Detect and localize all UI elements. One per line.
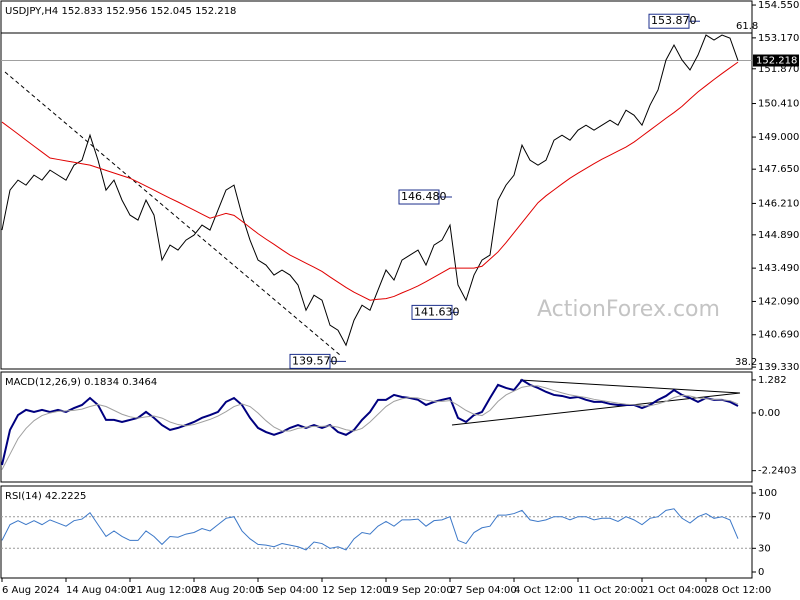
y-tick-label: 142.090 (758, 296, 799, 307)
y-tick-label: 146.210 (758, 198, 799, 209)
panel-title: USDJPY,H4 152.833 152.956 152.045 152.21… (5, 6, 236, 17)
watermark: ActionForex.com (537, 297, 720, 322)
x-tick-label: 21 Oct 04:00 (642, 585, 707, 596)
x-tick-label: 19 Sep 20:00 (386, 585, 453, 596)
x-tick-label: 11 Oct 20:00 (578, 585, 643, 596)
x-tick-label: 21 Aug 12:00 (130, 585, 197, 596)
y-tick-label: 139.330 (758, 362, 799, 373)
x-tick-label: 28 Oct 12:00 (706, 585, 771, 596)
y-tick-label: 147.650 (758, 164, 799, 175)
x-tick-label: 12 Sep 12:00 (322, 585, 389, 596)
panel-title: MACD(12,26,9) 0.1834 0.3464 (5, 377, 157, 388)
x-tick-label: 14 Aug 04:00 (66, 585, 133, 596)
y-tick-label: 144.890 (758, 230, 799, 241)
macd-trend-line (519, 379, 741, 394)
x-tick-label: 28 Aug 20:00 (194, 585, 261, 596)
y-tick-label: 151.870 (758, 64, 799, 75)
fib-label: 38.2 (735, 357, 757, 368)
series-line (1, 34, 739, 347)
x-tick-label: 27 Sep 04:00 (450, 585, 517, 596)
y-tick-label: 70 (758, 512, 771, 523)
series-line (1, 61, 739, 301)
x-tick-label: 4 Oct 12:00 (514, 585, 573, 596)
panel-title: RSI(14) 42.2225 (5, 491, 86, 502)
x-tick-label: 6 Aug 2024 (2, 585, 60, 596)
annotation-label: 141.630 (414, 305, 460, 318)
y-tick-label: 30 (758, 543, 771, 554)
y-tick-label: 143.490 (758, 263, 799, 274)
annotation-label: 146.480 (401, 190, 447, 203)
y-tick-label: 1.282 (758, 375, 787, 386)
macd-panel (0, 371, 753, 483)
fib-label: 61.8 (736, 21, 758, 32)
rsi-panel (0, 485, 753, 579)
y-tick-label: -2.2403 (758, 466, 797, 477)
series-line (1, 378, 739, 466)
x-tick-label: 5 Sep 04:00 (258, 585, 318, 596)
price-panel (0, 0, 753, 370)
annotation-label: 139.570 (292, 354, 338, 367)
series-line (1, 508, 739, 551)
series-line (1, 385, 739, 470)
y-tick-label: 150.410 (758, 99, 799, 110)
y-tick-label: 154.550 (758, 0, 799, 11)
trend-line (4, 71, 341, 356)
annotation-label: 153.870 (651, 14, 697, 27)
y-tick-label: 0.00 (758, 408, 780, 419)
price-box (753, 54, 799, 67)
y-tick-label: 153.170 (758, 33, 799, 44)
y-tick-label: 140.690 (758, 330, 799, 341)
y-tick-label: 0 (758, 567, 764, 578)
price-box-label: 152.218 (756, 56, 797, 67)
y-tick-label: 100 (758, 488, 777, 499)
y-tick-label: 149.000 (758, 132, 799, 143)
